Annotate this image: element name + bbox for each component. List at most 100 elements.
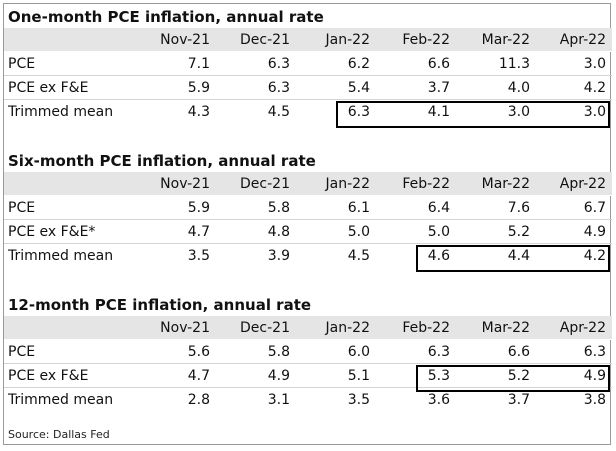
table-cell: 6.3	[347, 104, 370, 120]
column-header: Feb-22	[402, 320, 450, 336]
table-cell: 5.8	[267, 344, 290, 360]
table-cell: 5.9	[187, 200, 210, 216]
column-header: Nov-21	[160, 176, 210, 192]
highlight-box	[416, 365, 610, 392]
column-header: Nov-21	[160, 320, 210, 336]
table-title: Six-month PCE inflation, annual rate	[8, 152, 316, 170]
table-cell: 4.5	[267, 104, 290, 120]
table-cell: 2.8	[187, 392, 210, 408]
table-cell: 6.3	[427, 344, 450, 360]
row-label: PCE ex F&E	[8, 368, 89, 384]
table-cell: 5.2	[507, 368, 530, 384]
table-row: Trimmed mean 3.5 3.9 4.5 4.6 4.4 4.2	[4, 244, 612, 268]
table-cell: 4.8	[267, 224, 290, 240]
row-label: Trimmed mean	[8, 104, 114, 120]
row-label: Trimmed mean	[8, 392, 114, 408]
table-cell: 4.2	[583, 80, 606, 96]
table-cell: 4.5	[347, 248, 370, 264]
table-cell: 6.0	[347, 344, 370, 360]
header-blank	[4, 28, 128, 51]
table-row: PCE ex F&E* 4.7 4.8 5.0 5.0 5.2 4.9	[4, 220, 612, 244]
row-label: PCE	[8, 344, 36, 360]
table-cell: 5.0	[427, 224, 450, 240]
table-cell: 4.2	[583, 248, 606, 264]
table-cell: 6.6	[427, 56, 450, 72]
column-header: Apr-22	[559, 176, 606, 192]
table-cell: 4.7	[187, 368, 210, 384]
column-header: Dec-21	[240, 176, 290, 192]
highlight-box	[336, 101, 610, 128]
table-cell: 3.1	[267, 392, 290, 408]
column-header: Apr-22	[559, 320, 606, 336]
table-cell: 5.4	[347, 80, 370, 96]
header-blank	[4, 172, 128, 195]
source-note: Source: Dallas Fed	[8, 428, 110, 441]
highlight-box	[416, 245, 610, 272]
column-header: Dec-21	[240, 320, 290, 336]
header-row: Nov-21 Dec-21 Jan-22 Feb-22 Mar-22 Apr-2…	[4, 172, 612, 196]
column-header: Mar-22	[481, 32, 530, 48]
table-cell: 4.0	[507, 80, 530, 96]
table-cell: 4.9	[583, 368, 606, 384]
table-cell: 3.9	[267, 248, 290, 264]
table-cell: 7.1	[187, 56, 210, 72]
header-row: Nov-21 Dec-21 Jan-22 Feb-22 Mar-22 Apr-2…	[4, 28, 612, 52]
table-cell: 3.0	[583, 56, 606, 72]
table-cell: 4.3	[187, 104, 210, 120]
table-cell: 6.3	[267, 56, 290, 72]
table-cell: 5.8	[267, 200, 290, 216]
column-header: Dec-21	[240, 32, 290, 48]
table-cell: 4.9	[583, 224, 606, 240]
table-row: PCE 5.9 5.8 6.1 6.4 7.6 6.7	[4, 196, 612, 220]
table-cell: 6.2	[347, 56, 370, 72]
table-row: PCE ex F&E 4.7 4.9 5.1 5.3 5.2 4.9	[4, 364, 612, 388]
table-cell: 5.6	[187, 344, 210, 360]
table-row: PCE ex F&E 5.9 6.3 5.4 3.7 4.0 4.2	[4, 76, 612, 100]
header-blank	[4, 316, 128, 339]
row-label: PCE ex F&E*	[8, 224, 96, 240]
table-cell: 3.7	[427, 80, 450, 96]
table-row: PCE 7.1 6.3 6.2 6.6 11.3 3.0	[4, 52, 612, 76]
column-header: Jan-22	[325, 176, 370, 192]
table-cell: 4.6	[427, 248, 450, 264]
column-header: Feb-22	[402, 32, 450, 48]
table-cell: 6.7	[583, 200, 606, 216]
table-cell: 3.5	[347, 392, 370, 408]
twelve-month-table: 12-month PCE inflation, annual rate Nov-…	[4, 294, 612, 412]
one-month-table: One-month PCE inflation, annual rate Nov…	[4, 6, 612, 124]
table-title: 12-month PCE inflation, annual rate	[8, 296, 312, 314]
table-cell: 3.6	[427, 392, 450, 408]
table-row: Trimmed mean 4.3 4.5 6.3 4.1 3.0 3.0	[4, 100, 612, 124]
table-cell: 5.0	[347, 224, 370, 240]
row-label: PCE	[8, 200, 36, 216]
table-cell: 6.3	[583, 344, 606, 360]
table-title: One-month PCE inflation, annual rate	[8, 8, 324, 26]
column-header: Feb-22	[402, 176, 450, 192]
table-row: PCE 5.6 5.8 6.0 6.3 6.6 6.3	[4, 340, 612, 364]
table-cell: 5.9	[187, 80, 210, 96]
table-cell: 5.2	[507, 224, 530, 240]
table-cell: 6.4	[427, 200, 450, 216]
table-row: Trimmed mean 2.8 3.1 3.5 3.6 3.7 3.8	[4, 388, 612, 412]
table-cell: 3.0	[583, 104, 606, 120]
table-cell: 4.9	[267, 368, 290, 384]
table-cell: 11.3	[498, 56, 530, 72]
column-header: Jan-22	[325, 320, 370, 336]
table-cell: 3.5	[187, 248, 210, 264]
table-cell: 7.6	[507, 200, 530, 216]
table-cell: 4.7	[187, 224, 210, 240]
table-cell: 6.1	[347, 200, 370, 216]
header-row: Nov-21 Dec-21 Jan-22 Feb-22 Mar-22 Apr-2…	[4, 316, 612, 340]
column-header: Apr-22	[559, 32, 606, 48]
six-month-table: Six-month PCE inflation, annual rate Nov…	[4, 150, 612, 268]
table-cell: 3.7	[507, 392, 530, 408]
row-label: PCE	[8, 56, 36, 72]
column-header: Mar-22	[481, 320, 530, 336]
table-cell: 4.4	[507, 248, 530, 264]
row-label: PCE ex F&E	[8, 80, 89, 96]
table-cell: 3.0	[507, 104, 530, 120]
table-cell: 5.1	[347, 368, 370, 384]
column-header: Nov-21	[160, 32, 210, 48]
table-cell: 4.1	[427, 104, 450, 120]
column-header: Mar-22	[481, 176, 530, 192]
